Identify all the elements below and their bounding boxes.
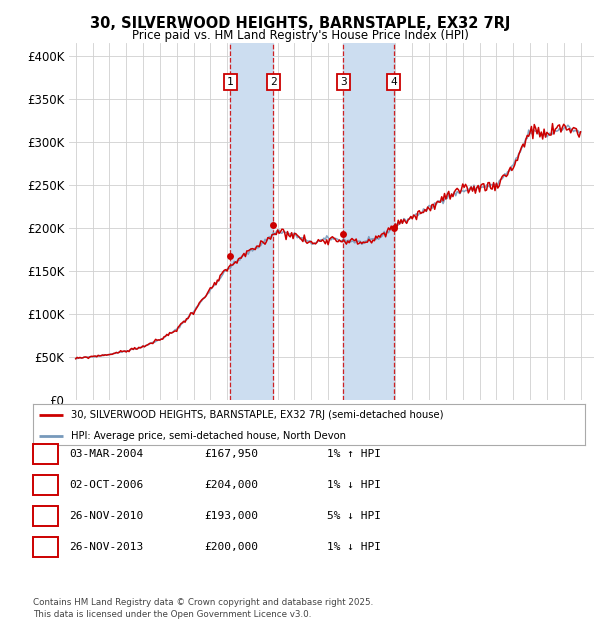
- Text: Price paid vs. HM Land Registry's House Price Index (HPI): Price paid vs. HM Land Registry's House …: [131, 29, 469, 42]
- Text: 30, SILVERWOOD HEIGHTS, BARNSTAPLE, EX32 7RJ: 30, SILVERWOOD HEIGHTS, BARNSTAPLE, EX32…: [90, 16, 510, 31]
- Text: 1% ↓ HPI: 1% ↓ HPI: [327, 542, 381, 552]
- Text: HPI: Average price, semi-detached house, North Devon: HPI: Average price, semi-detached house,…: [71, 431, 346, 441]
- Text: 1: 1: [42, 448, 49, 460]
- Text: 3: 3: [42, 510, 49, 522]
- Text: 30, SILVERWOOD HEIGHTS, BARNSTAPLE, EX32 7RJ (semi-detached house): 30, SILVERWOOD HEIGHTS, BARNSTAPLE, EX32…: [71, 410, 443, 420]
- Text: £167,950: £167,950: [204, 449, 258, 459]
- Text: 03-MAR-2004: 03-MAR-2004: [69, 449, 143, 459]
- Text: 02-OCT-2006: 02-OCT-2006: [69, 480, 143, 490]
- Text: £200,000: £200,000: [204, 542, 258, 552]
- Text: 2: 2: [42, 479, 49, 491]
- Text: 1% ↓ HPI: 1% ↓ HPI: [327, 480, 381, 490]
- Text: £193,000: £193,000: [204, 511, 258, 521]
- Text: 26-NOV-2010: 26-NOV-2010: [69, 511, 143, 521]
- Text: 4: 4: [42, 541, 49, 553]
- Bar: [230, 43, 274, 400]
- Text: 4: 4: [391, 77, 397, 87]
- Text: 5% ↓ HPI: 5% ↓ HPI: [327, 511, 381, 521]
- Text: Contains HM Land Registry data © Crown copyright and database right 2025.
This d: Contains HM Land Registry data © Crown c…: [33, 598, 373, 619]
- Text: 3: 3: [340, 77, 347, 87]
- Text: 1: 1: [227, 77, 233, 87]
- Text: £204,000: £204,000: [204, 480, 258, 490]
- Text: 26-NOV-2013: 26-NOV-2013: [69, 542, 143, 552]
- Text: 2: 2: [270, 77, 277, 87]
- Text: 1% ↑ HPI: 1% ↑ HPI: [327, 449, 381, 459]
- Bar: [343, 43, 394, 400]
